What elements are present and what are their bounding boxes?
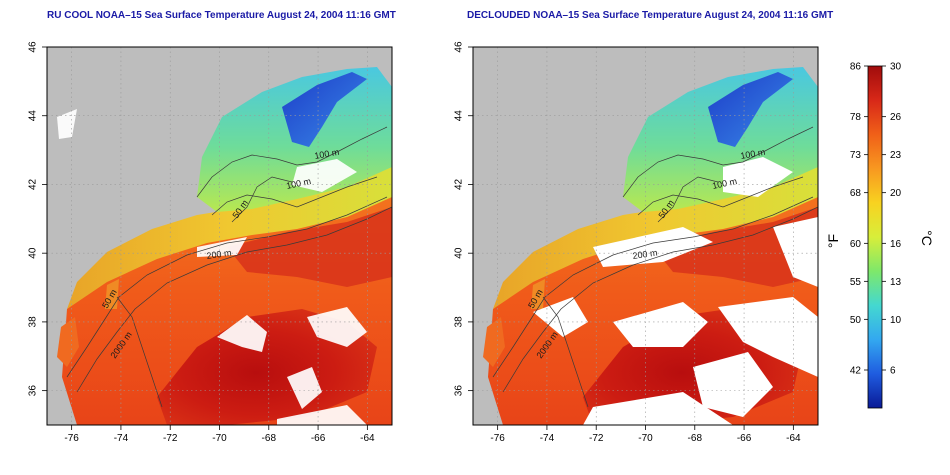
latitude-tick-label: 40 bbox=[454, 247, 465, 259]
contour-depth-label: 100 m bbox=[314, 147, 340, 161]
celsius-tick-label: 26 bbox=[890, 112, 902, 123]
cloud-mask-region bbox=[533, 297, 588, 337]
chesapeake-bay bbox=[483, 317, 505, 367]
longitude-tick-label: -74 bbox=[114, 433, 129, 444]
cloud-mask-region bbox=[773, 217, 818, 287]
fahrenheit-tick-label: 50 bbox=[850, 315, 862, 326]
delaware-bay bbox=[531, 279, 545, 309]
celsius-tick-label: 20 bbox=[890, 188, 902, 199]
latitude-tick-label: 38 bbox=[28, 316, 39, 328]
longitude-tick-label: -76 bbox=[490, 433, 505, 444]
bathymetry-contour bbox=[196, 126, 388, 198]
fahrenheit-tick-label: 73 bbox=[850, 150, 862, 161]
fahrenheit-axis-label: °F bbox=[825, 234, 841, 248]
cloud-mask-region bbox=[613, 302, 708, 347]
bathymetry-contour bbox=[492, 196, 814, 378]
longitude-tick-label: -66 bbox=[311, 433, 326, 444]
celsius-tick-label: 13 bbox=[890, 277, 902, 288]
bathymetry-contour bbox=[502, 206, 818, 393]
latitude-tick-label: 46 bbox=[454, 41, 465, 53]
fahrenheit-tick-label: 60 bbox=[850, 239, 862, 250]
bathymetry-contour bbox=[76, 206, 392, 393]
latitude-tick-label: 44 bbox=[28, 110, 39, 122]
bay-of-fundy-cold-water bbox=[282, 72, 367, 147]
contour-depth-label: 100 m bbox=[740, 147, 766, 161]
cloud-mask-region bbox=[583, 392, 733, 425]
cloud-mask-region bbox=[277, 405, 367, 425]
cloud-mask-region bbox=[217, 315, 267, 352]
celsius-axis-label: °C bbox=[919, 230, 935, 246]
longitude-tick-label: -72 bbox=[589, 433, 604, 444]
cloud-mask-region bbox=[718, 297, 818, 377]
bathymetry-contour bbox=[211, 176, 378, 216]
celsius-tick-label: 16 bbox=[890, 239, 902, 250]
latitude-tick-label: 42 bbox=[28, 178, 39, 190]
left-panel-title: RU COOL NOAA–15 Sea Surface Temperature … bbox=[47, 10, 396, 21]
fahrenheit-tick-label: 78 bbox=[850, 112, 862, 123]
longitude-tick-label: -68 bbox=[262, 433, 277, 444]
bathymetry-contour bbox=[231, 176, 293, 223]
longitude-tick-label: -70 bbox=[638, 433, 653, 444]
latitude-tick-label: 36 bbox=[454, 385, 465, 397]
latitude-tick-label: 42 bbox=[454, 178, 465, 190]
celsius-tick-label: 10 bbox=[890, 315, 902, 326]
latitude-tick-label: 36 bbox=[28, 385, 39, 397]
colorbar-gradient bbox=[867, 65, 883, 409]
latitude-tick-label: 46 bbox=[28, 41, 39, 53]
delaware-bay bbox=[105, 279, 119, 309]
cloud-mask-region bbox=[57, 109, 77, 139]
longitude-tick-label: -74 bbox=[540, 433, 555, 444]
chesapeake-bay bbox=[57, 317, 79, 367]
celsius-tick-label: 23 bbox=[890, 150, 902, 161]
bathymetry-contour bbox=[622, 126, 814, 198]
longitude-tick-label: -72 bbox=[163, 433, 178, 444]
celsius-tick-label: 6 bbox=[890, 366, 896, 377]
latitude-tick-label: 40 bbox=[28, 247, 39, 259]
longitude-tick-label: -66 bbox=[737, 433, 752, 444]
bathymetry-contour bbox=[66, 196, 388, 378]
fahrenheit-tick-label: 68 bbox=[850, 188, 862, 199]
bay-of-fundy-cold-water bbox=[708, 72, 793, 147]
celsius-tick-label: 30 bbox=[890, 62, 902, 73]
cloud-mask-region bbox=[287, 367, 322, 409]
contour-depth-label: 200 m bbox=[206, 248, 232, 261]
shelf-waters bbox=[67, 167, 392, 309]
cloud-mask-region bbox=[593, 227, 713, 267]
longitude-tick-label: -70 bbox=[212, 433, 227, 444]
longitude-tick-label: -64 bbox=[360, 433, 375, 444]
fahrenheit-tick-label: 55 bbox=[850, 277, 862, 288]
latitude-tick-label: 38 bbox=[454, 316, 465, 328]
cloud-mask-region bbox=[723, 157, 793, 197]
fahrenheit-tick-label: 42 bbox=[850, 366, 862, 377]
bathymetry-contour bbox=[542, 296, 589, 408]
cloud-mask-region bbox=[292, 159, 357, 192]
longitude-tick-label: -76 bbox=[64, 433, 79, 444]
latitude-tick-label: 44 bbox=[454, 110, 465, 122]
bathymetry-contour bbox=[637, 176, 804, 216]
contour-depth-label: 200 m bbox=[632, 248, 658, 261]
fahrenheit-tick-label: 86 bbox=[850, 62, 862, 73]
cloud-mask-region bbox=[693, 352, 773, 417]
right-panel-title: DECLOUDED NOAA–15 Sea Surface Temperatur… bbox=[467, 10, 834, 21]
slope-warm-band bbox=[227, 207, 392, 287]
bathymetry-contour bbox=[116, 296, 163, 408]
temperature-colorbar: 30 86 26 78 23 73 20 68 16 60 13 55 10 50 6 42 °F °C bbox=[825, 62, 935, 409]
cloud-mask-region bbox=[307, 307, 367, 347]
bathymetry-contour bbox=[657, 176, 719, 223]
longitude-tick-label: -68 bbox=[688, 433, 703, 444]
longitude-tick-label: -64 bbox=[786, 433, 801, 444]
